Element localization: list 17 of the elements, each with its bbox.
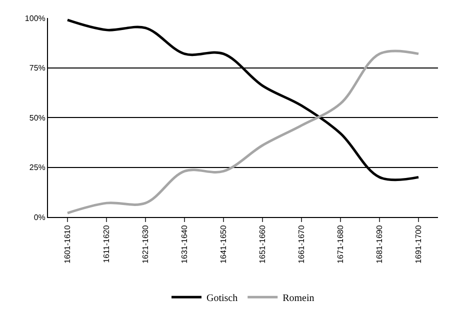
x-tick-label: 1651-1660 [258, 224, 268, 264]
y-tick-label: 0% [34, 212, 46, 222]
y-tick-label: 50% [29, 113, 46, 122]
legend-label: Gotisch [206, 293, 238, 304]
x-tick-label: 1641-1650 [219, 224, 228, 264]
x-tick-label: 1691-1700 [414, 224, 424, 264]
x-tick-label: 1611-1620 [102, 224, 112, 263]
y-tick-label: 100% [24, 14, 46, 23]
legend-label: Romein [282, 293, 314, 304]
x-tick-label: 1621-1630 [141, 224, 150, 264]
y-tick-label: 75% [29, 64, 46, 73]
x-tick-label: 1601-1610 [63, 224, 72, 264]
y-tick-label: 25% [29, 163, 46, 172]
x-tick-label: 1661-1670 [297, 224, 306, 264]
x-tick-label: 1671-1680 [336, 224, 346, 264]
x-tick-label: 1681-1690 [375, 224, 384, 264]
x-tick-label: 1631-1640 [180, 224, 190, 264]
